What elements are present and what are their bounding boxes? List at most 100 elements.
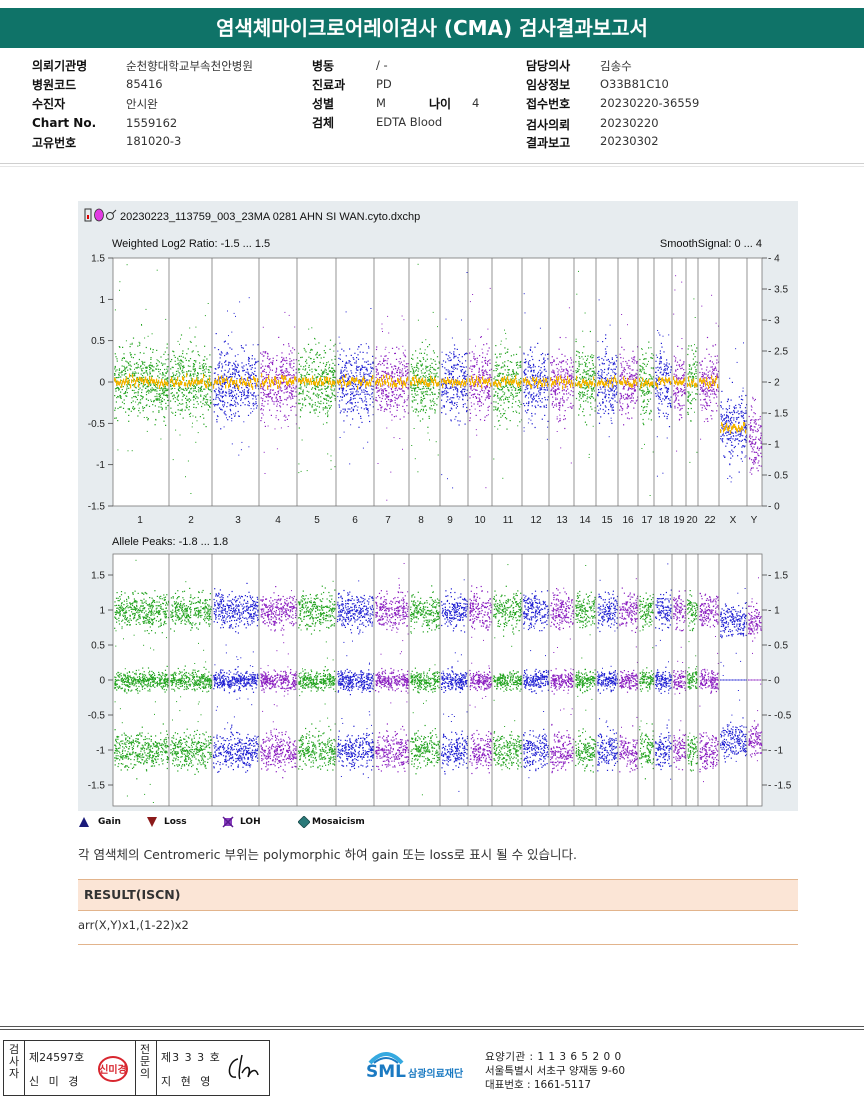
bottom-right-tick: - -1 <box>768 746 783 757</box>
info-label-ward: 병동 <box>312 59 335 73</box>
male-symbol-arrow-icon <box>112 209 117 214</box>
info-label-hospital: 의뢰기관명 <box>32 59 88 73</box>
chr-label-8: 8 <box>418 515 424 526</box>
result-divider <box>78 944 798 945</box>
bottom-right-tick: - 1.5 <box>768 571 788 582</box>
top-right-tick: - 1.5 <box>768 409 788 420</box>
bottom-right-tick: - 0 <box>768 676 780 687</box>
info-value-ward: / - <box>376 58 388 72</box>
chr-label-19: 19 <box>673 515 685 526</box>
info-label-sex: 성별 <box>312 97 335 111</box>
top-left-tick: 1 <box>99 295 105 306</box>
chr-label-3: 3 <box>235 515 241 526</box>
bottom-left-tick: 0 <box>99 676 105 687</box>
battery-icon <box>84 208 92 222</box>
chr-label-22: 22 <box>704 515 716 526</box>
legend-loh-label: LOH <box>240 817 261 827</box>
sml-logo-text: SML <box>366 1062 406 1082</box>
chr-label-20: 20 <box>686 515 698 526</box>
result-title: RESULT(ISCN) <box>84 887 181 902</box>
chr-label-13: 13 <box>556 515 568 526</box>
info-value-report-date: 20230302 <box>600 134 659 148</box>
org-address: 서울특별시 서초구 양재동 9-60 <box>485 1065 626 1077</box>
top-left-tick: -1 <box>96 460 105 471</box>
chr-label-9: 9 <box>447 515 453 526</box>
allele-peak-points <box>114 559 763 803</box>
file-icons <box>84 208 117 222</box>
result-header-box <box>78 879 798 911</box>
centromeric-note: 각 염색체의 Centromeric 부위는 polymorphic 하여 ga… <box>78 847 578 862</box>
info-label-specimen: 검체 <box>312 116 335 130</box>
chr-label-18: 18 <box>658 515 670 526</box>
info-value-sex: M <box>376 96 386 110</box>
info-label-chart-no: Chart No. <box>32 116 97 130</box>
top-right-tick: - 1 <box>768 440 780 451</box>
bottom-left-tick: 1.5 <box>91 571 105 582</box>
cma-karyoview-figure: 20230223_113759_003_23MA 0281 AHN SI WAN… <box>78 201 798 811</box>
chr-label-7: 7 <box>385 515 391 526</box>
top-panel-right-label: SmoothSignal: 0 ... 4 <box>660 238 762 250</box>
info-label-doctor: 담당의사 <box>526 59 571 73</box>
sml-logo-icon <box>368 1052 404 1065</box>
info-label-patient: 수진자 <box>32 97 66 111</box>
top-right-tick: - 0 <box>768 502 780 513</box>
result-iscn-value: arr(X,Y)x1,(1-22)x2 <box>78 918 189 932</box>
bottom-left-tick: 0.5 <box>91 641 105 652</box>
info-value-department: PD <box>376 77 392 91</box>
loh-icon <box>222 816 234 828</box>
specialist-signature-icon <box>228 1054 259 1080</box>
axis-ticks: 1.5 1 0.5 0 -0.5 -1 -1.5 - 4 - 3.5 - 3 - 2.5 - 2 - 1… <box>88 254 792 792</box>
info-value-specimen: EDTA Blood <box>376 115 443 129</box>
chr-label-10: 10 <box>474 515 486 526</box>
top-right-tick: - 2 <box>768 378 780 389</box>
chr-label-15: 15 <box>601 515 613 526</box>
legend-loss-label: Loss <box>164 817 187 827</box>
report-title: 염색체마이크로어레이검사 (CMA) 검사결과보고서 <box>0 8 864 48</box>
chromosome-icon <box>94 208 104 222</box>
male-symbol-icon <box>106 212 114 220</box>
bottom-left-tick: -0.5 <box>88 711 106 722</box>
info-label-age: 나이 <box>429 97 452 111</box>
log2-ratio-points <box>114 263 763 501</box>
bottom-right-tick: - -0.5 <box>768 711 792 722</box>
gain-triangle-icon <box>79 817 89 827</box>
top-right-tick: - 3 <box>768 316 780 327</box>
info-label-clinical-info: 임상정보 <box>526 78 571 92</box>
chr-label-14: 14 <box>579 515 591 526</box>
loss-triangle-icon <box>147 817 157 827</box>
info-label-request-date: 검사의뢰 <box>526 118 571 132</box>
battery-level-icon <box>87 215 89 219</box>
info-value-clinical-info: O33B81C10 <box>600 77 669 91</box>
bottom-panel-label: Allele Peaks: -1.8 ... 1.8 <box>112 536 228 548</box>
sig-divider-2 <box>135 1041 136 1095</box>
chr-label-ellipsis: .. <box>706 515 712 526</box>
specialist-name: 지 현 영 <box>161 1075 214 1088</box>
info-value-request-date: 20230220 <box>600 116 659 130</box>
specialist-license-no: 제3 3 3 호 <box>161 1051 221 1064</box>
footer-divider <box>0 1026 864 1027</box>
info-label-report-date: 결과보고 <box>526 136 571 150</box>
bottom-left-tick: -1 <box>96 746 105 757</box>
bottom-right-tick: - -1.5 <box>768 781 792 792</box>
header-divider-secondary <box>0 166 864 167</box>
chromosome-dividers <box>168 258 748 806</box>
org-name: 삼광의료재단 <box>408 1069 464 1080</box>
plot-file-name: 20230223_113759_003_23MA 0281 AHN SI WAN… <box>120 211 420 223</box>
chr-label-5: 5 <box>314 515 320 526</box>
info-value-receipt-no: 20230220-36559 <box>600 96 700 110</box>
chr-label-12: 12 <box>530 515 542 526</box>
chromosome-labels: 1 2 3 4 5 6 7 8 9 10 11 12 13 14 15 16 1… <box>137 515 757 526</box>
info-value-unique-no: 181020-3 <box>126 134 182 148</box>
top-left-tick: -0.5 <box>88 419 106 430</box>
chr-label-2: 2 <box>188 515 194 526</box>
examiner-seal-icon: 신미경 <box>98 1056 128 1082</box>
chr-label-11: 11 <box>503 515 514 526</box>
chr-label-4: 4 <box>275 515 281 526</box>
legend-mosaicism-label: Mosaicism <box>312 817 365 827</box>
sig-divider-1 <box>24 1041 25 1095</box>
mosaicism-diamond-icon <box>298 816 310 828</box>
